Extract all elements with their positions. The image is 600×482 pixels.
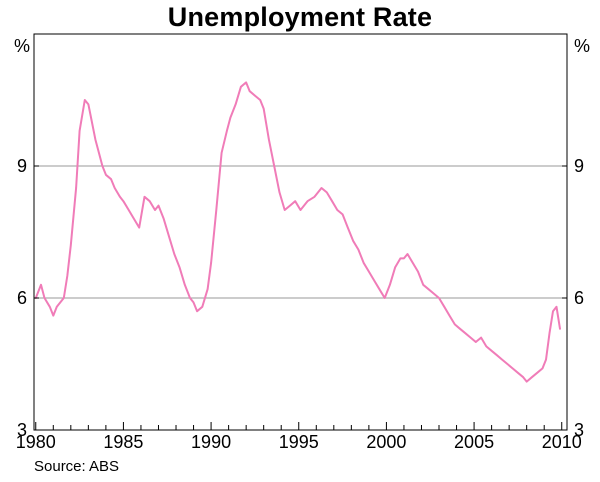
y-tick-label-left-3: 3 <box>17 420 27 440</box>
chart-title: Unemployment Rate <box>167 2 433 32</box>
plot-frame <box>33 33 568 431</box>
series-line-0 <box>34 81 561 383</box>
y-tick-label-right-6: 6 <box>574 288 584 308</box>
unit-label-left: % <box>14 36 30 56</box>
x-tick-label-2005: 2005 <box>454 432 494 452</box>
x-tick-label-2010: 2010 <box>542 432 582 452</box>
series-lines <box>34 81 561 383</box>
axis-ticks <box>34 165 567 430</box>
y-tick-label-right-9: 9 <box>574 156 584 176</box>
x-tick-label-1985: 1985 <box>103 432 143 452</box>
unit-label-right: % <box>574 36 590 56</box>
gridlines <box>34 165 567 299</box>
y-tick-label-right-3: 3 <box>574 420 584 440</box>
source-note: Source: ABS <box>34 458 120 475</box>
y-tick-label-left-9: 9 <box>17 156 27 176</box>
x-tick-label-1990: 1990 <box>191 432 231 452</box>
x-tick-label-1980: 1980 <box>16 432 56 452</box>
y-tick-label-left-6: 6 <box>17 288 27 308</box>
x-tick-label-1995: 1995 <box>279 432 319 452</box>
x-tick-label-2000: 2000 <box>366 432 406 452</box>
